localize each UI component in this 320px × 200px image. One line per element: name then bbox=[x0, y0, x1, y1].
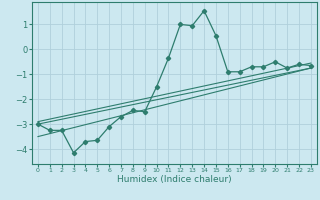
X-axis label: Humidex (Indice chaleur): Humidex (Indice chaleur) bbox=[117, 175, 232, 184]
